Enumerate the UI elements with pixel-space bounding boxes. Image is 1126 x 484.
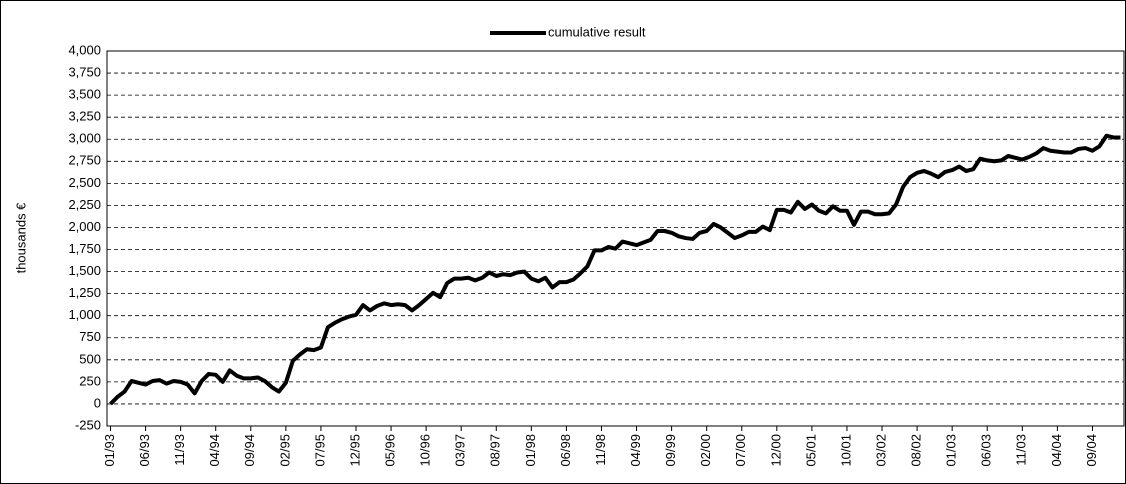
y-axis-label: thousands € bbox=[13, 202, 28, 274]
x-tick-label: 07/95 bbox=[312, 434, 327, 467]
x-tick-label: 12/95 bbox=[347, 434, 362, 467]
y-tick-label: 3,000 bbox=[68, 131, 101, 146]
x-tick-label: 08/97 bbox=[488, 434, 503, 467]
x-tick-label: 05/01 bbox=[803, 434, 818, 467]
x-tick-label: 01/93 bbox=[102, 434, 117, 467]
y-tick-label: 2,500 bbox=[68, 175, 101, 190]
x-tick-label: 08/02 bbox=[909, 434, 924, 467]
y-tick-label: 1,500 bbox=[68, 263, 101, 278]
x-tick-label: 12/00 bbox=[768, 434, 783, 467]
x-tick-label: 04/04 bbox=[1049, 434, 1064, 467]
y-tick-label: 1,000 bbox=[68, 307, 101, 322]
x-tick-label: 01/03 bbox=[944, 434, 959, 467]
y-tick-label: 500 bbox=[79, 351, 101, 366]
y-tick-label: -250 bbox=[75, 417, 101, 432]
x-tick-label: 09/94 bbox=[242, 434, 257, 467]
x-tick-label: 01/98 bbox=[523, 434, 538, 467]
x-tick-label: 02/00 bbox=[698, 434, 713, 467]
x-tick-label: 04/94 bbox=[207, 434, 222, 467]
y-tick-label: 750 bbox=[79, 329, 101, 344]
x-tick-label: 03/97 bbox=[453, 434, 468, 467]
x-tick-label: 09/99 bbox=[663, 434, 678, 467]
x-tick-label: 05/96 bbox=[382, 434, 397, 467]
x-tick-label: 04/99 bbox=[628, 434, 643, 467]
y-tick-label: 3,250 bbox=[68, 109, 101, 124]
y-tick-label: 3,750 bbox=[68, 64, 101, 79]
x-tick-label: 11/03 bbox=[1014, 434, 1029, 466]
y-tick-label: 0 bbox=[94, 395, 101, 410]
y-tick-label: 2,250 bbox=[68, 197, 101, 212]
x-tick-label: 09/04 bbox=[1084, 434, 1099, 467]
y-tick-label: 3,500 bbox=[68, 87, 101, 102]
y-tick-label: 2,000 bbox=[68, 219, 101, 234]
x-tick-label: 11/98 bbox=[593, 434, 608, 466]
x-tick-label: 07/00 bbox=[733, 434, 748, 467]
x-tick-label: 10/01 bbox=[838, 434, 853, 467]
x-tick-label: 02/95 bbox=[277, 434, 292, 467]
y-tick-label: 1,250 bbox=[68, 285, 101, 300]
y-tick-label: 1,750 bbox=[68, 241, 101, 256]
x-tick-label: 06/98 bbox=[558, 434, 573, 467]
legend-label: cumulative result bbox=[548, 24, 646, 39]
plot-area bbox=[106, 50, 1125, 427]
x-tick-label: 10/96 bbox=[418, 434, 433, 467]
x-tick-label: 06/03 bbox=[979, 434, 994, 467]
data-line bbox=[109, 133, 1121, 406]
x-tick-label: 11/93 bbox=[172, 434, 187, 466]
x-tick-label: 06/93 bbox=[137, 434, 152, 467]
y-tick-label: 2,750 bbox=[68, 153, 101, 168]
y-tick-label: 250 bbox=[79, 373, 101, 388]
y-tick-label: 4,000 bbox=[68, 42, 101, 57]
x-tick-label: 03/02 bbox=[873, 434, 888, 467]
